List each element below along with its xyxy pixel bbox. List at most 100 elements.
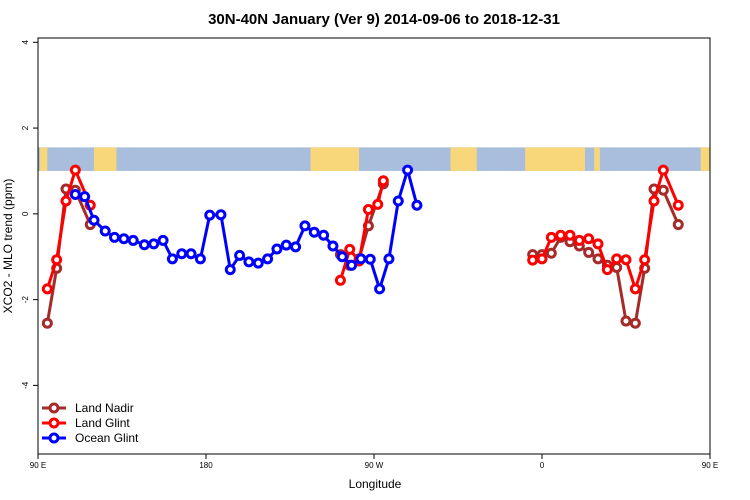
y-axis-label: XCO2 - MLO trend (ppm) bbox=[1, 179, 15, 314]
land-span bbox=[310, 147, 360, 171]
y-tick-label: -2 bbox=[21, 296, 30, 304]
x-tick-label: 90 W bbox=[365, 461, 384, 470]
land-span bbox=[700, 147, 710, 171]
y-tick-label: 4 bbox=[21, 40, 30, 45]
data-point bbox=[280, 239, 292, 251]
legend-swatch-marker bbox=[48, 402, 60, 414]
y-tick-label: 0 bbox=[21, 211, 30, 216]
legend-item: Land Nadir bbox=[42, 401, 134, 415]
data-point bbox=[215, 209, 227, 221]
data-point bbox=[262, 253, 274, 265]
series-layer bbox=[41, 164, 684, 329]
data-point bbox=[204, 209, 216, 221]
data-point bbox=[51, 254, 63, 266]
x-tick-label: 90 E bbox=[702, 461, 718, 470]
data-point bbox=[555, 229, 567, 241]
land-span bbox=[450, 147, 477, 171]
data-point bbox=[620, 315, 632, 327]
plot-frame bbox=[37, 37, 711, 455]
data-point bbox=[79, 191, 91, 203]
x-axis-label: Longitude bbox=[349, 477, 402, 491]
data-point bbox=[545, 247, 557, 259]
x-tick-label: 0 bbox=[540, 461, 545, 470]
data-point bbox=[657, 184, 669, 196]
data-point bbox=[308, 226, 320, 238]
data-point bbox=[392, 195, 404, 207]
data-point bbox=[118, 233, 130, 245]
y-tick-label: -4 bbox=[21, 381, 30, 389]
data-point bbox=[252, 257, 264, 269]
data-point bbox=[69, 164, 81, 176]
x-tick-label: 180 bbox=[199, 461, 213, 470]
data-point bbox=[344, 243, 356, 255]
legend-label: Ocean Glint bbox=[75, 431, 139, 445]
data-point bbox=[271, 243, 283, 255]
data-point bbox=[88, 214, 100, 226]
data-point bbox=[69, 189, 81, 201]
data-point bbox=[411, 199, 423, 211]
data-point bbox=[157, 234, 169, 246]
legend-label: Land Glint bbox=[75, 416, 130, 430]
axes: 90 E 180 90 W 0 90 E -4 -2 0 2 4 bbox=[21, 37, 718, 470]
data-point bbox=[336, 251, 348, 263]
land-ocean-band bbox=[38, 147, 710, 171]
data-point bbox=[60, 195, 72, 207]
chart-title: 30N-40N January (Ver 9) 2014-09-06 to 20… bbox=[208, 11, 560, 28]
series-land-nadir bbox=[41, 178, 684, 329]
series-ocean-glint bbox=[69, 164, 423, 295]
data-point bbox=[334, 274, 346, 286]
data-point bbox=[41, 283, 53, 295]
data-point bbox=[194, 253, 206, 265]
data-point bbox=[583, 246, 595, 258]
data-point bbox=[545, 231, 557, 243]
data-point bbox=[601, 264, 613, 276]
data-point bbox=[657, 164, 669, 176]
data-point bbox=[592, 238, 604, 250]
data-point bbox=[583, 233, 595, 245]
data-point bbox=[592, 253, 604, 265]
data-point bbox=[41, 317, 53, 329]
data-point bbox=[166, 253, 178, 265]
series-land-glint bbox=[41, 164, 684, 295]
land-span bbox=[39, 147, 48, 171]
data-point bbox=[148, 238, 160, 250]
data-point bbox=[99, 225, 111, 237]
data-point bbox=[564, 229, 576, 241]
data-point bbox=[224, 264, 236, 276]
land-span bbox=[525, 147, 585, 171]
data-point bbox=[611, 253, 623, 265]
x-tick-label: 90 E bbox=[30, 461, 46, 470]
data-point bbox=[327, 240, 339, 252]
land-span bbox=[94, 147, 117, 171]
data-point bbox=[355, 253, 367, 265]
data-point bbox=[377, 175, 389, 187]
data-point bbox=[127, 234, 139, 246]
series-line bbox=[45, 168, 92, 290]
data-point bbox=[185, 248, 197, 260]
data-point bbox=[362, 204, 374, 216]
data-point bbox=[536, 253, 548, 265]
data-point bbox=[138, 239, 150, 251]
data-point bbox=[672, 219, 684, 231]
legend-swatch-marker bbox=[48, 417, 60, 429]
legend-item: Ocean Glint bbox=[42, 431, 139, 445]
data-point bbox=[629, 317, 641, 329]
data-point bbox=[176, 248, 188, 260]
data-point bbox=[383, 253, 395, 265]
ocean-band bbox=[38, 147, 710, 171]
data-point bbox=[573, 234, 585, 246]
data-point bbox=[374, 283, 386, 295]
land-span bbox=[594, 147, 600, 171]
data-point bbox=[346, 259, 358, 271]
legend-label: Land Nadir bbox=[75, 401, 134, 415]
data-point bbox=[629, 283, 641, 295]
data-point bbox=[611, 261, 623, 273]
data-point bbox=[648, 195, 660, 207]
data-point bbox=[364, 253, 376, 265]
legend-item: Land Glint bbox=[42, 416, 130, 430]
data-point bbox=[402, 164, 414, 176]
data-point bbox=[527, 254, 539, 266]
